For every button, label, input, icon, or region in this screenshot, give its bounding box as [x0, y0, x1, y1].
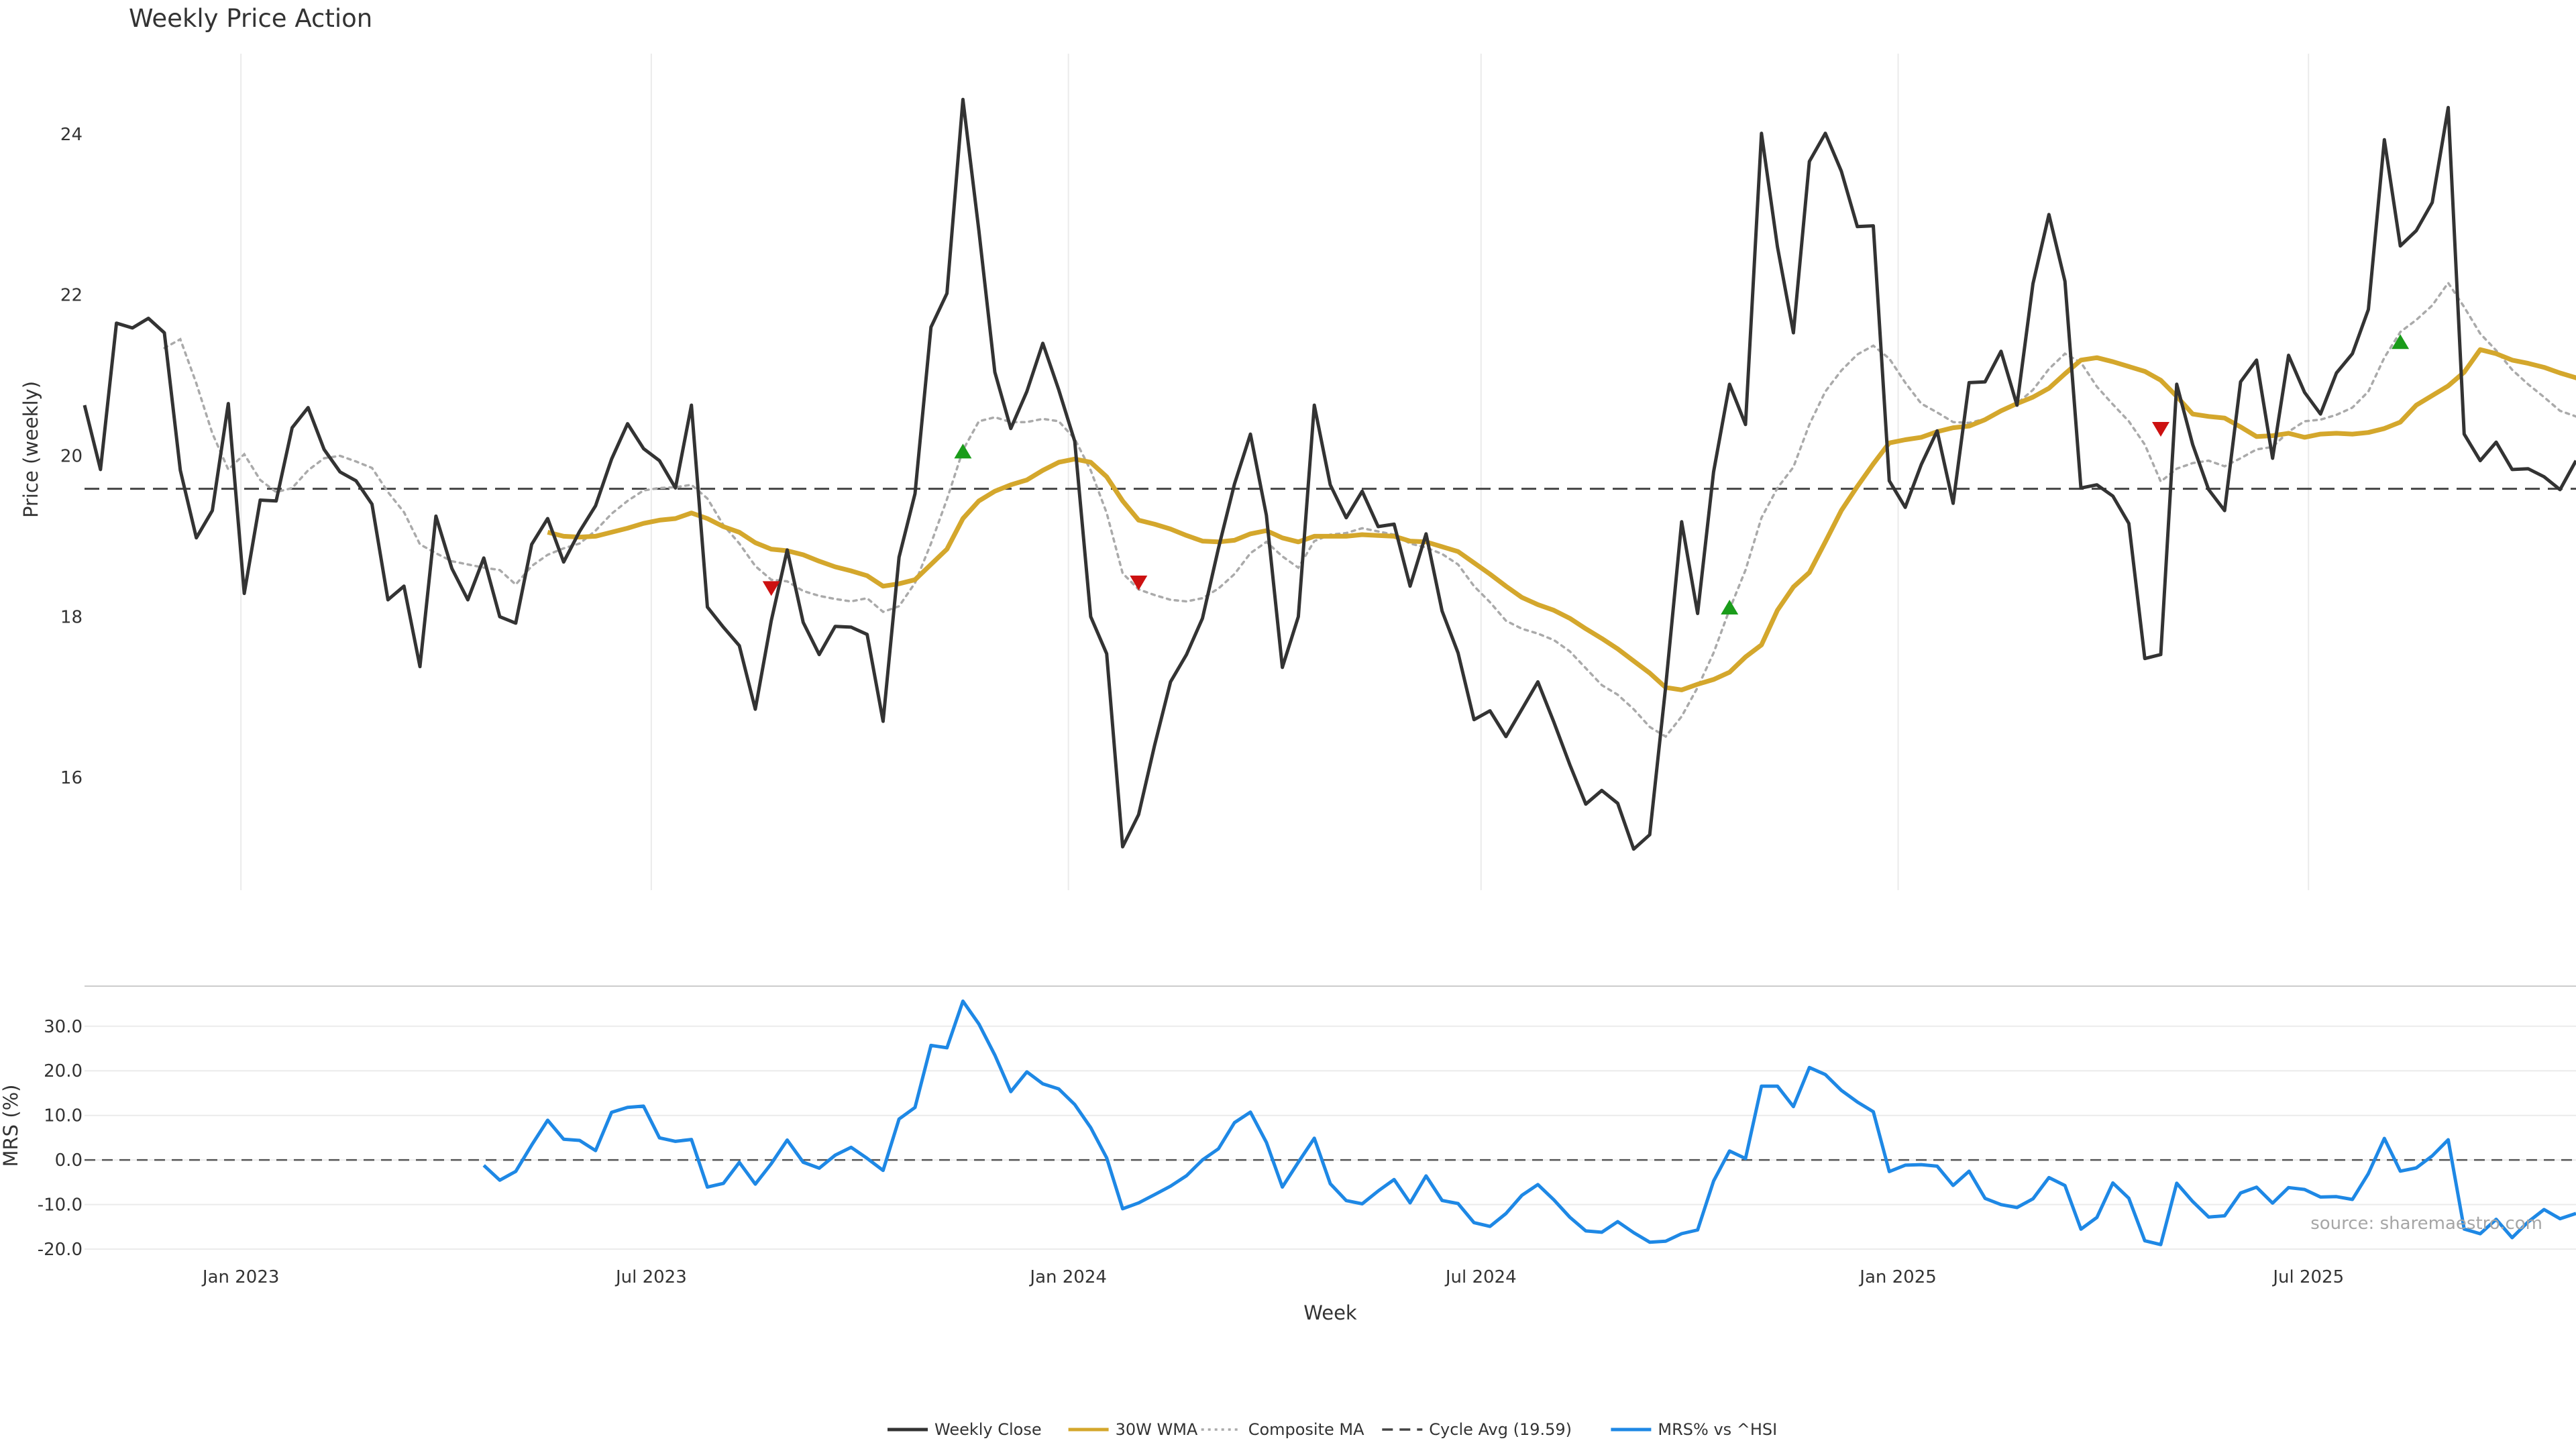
mrs-y-tick-label: 30.0 [44, 1017, 83, 1037]
x-tick-label: Jul 2023 [614, 1267, 687, 1287]
buy-signal-marker [1721, 599, 1739, 614]
x-tick-label: Jul 2024 [1444, 1267, 1517, 1287]
x-tick-label: Jan 2023 [201, 1267, 280, 1287]
sell-signal-marker [1130, 575, 1148, 590]
legend: Weekly Close 30W WMA Composite MA Cycle Avg… [888, 1420, 1777, 1439]
mrs-line [482, 999, 2576, 1246]
x-axis-label: Week [1303, 1301, 1357, 1324]
grid-group: Jan 2023 Jul 2023 Jan 2024 Jul 2024 Jan 2025… [201, 54, 2344, 1287]
legend-label: Weekly Close [934, 1420, 1042, 1439]
buy-signal-marker [954, 443, 972, 459]
mrs-y-tick-label: 10.0 [44, 1106, 83, 1126]
price-y-tick-label: 20 [60, 447, 83, 467]
x-tick-label: Jul 2025 [2271, 1267, 2344, 1287]
legend-item: Cycle Avg (19.59) [1382, 1420, 1572, 1439]
legend-label: 30W WMA [1116, 1420, 1198, 1439]
mrs-y-tick-label: -20.0 [38, 1240, 83, 1260]
source-watermark: source: sharemaestro.com [2310, 1214, 2542, 1234]
x-tick-label: Jan 2025 [1858, 1267, 1937, 1287]
weekly-close-line [83, 97, 2576, 851]
mrs-y-axis-label: MRS (%) [0, 1085, 22, 1167]
legend-label: Cycle Avg (19.59) [1429, 1420, 1572, 1439]
price-y-axis-label: Price (weekly) [19, 381, 42, 518]
legend-item: Composite MA [1201, 1420, 1364, 1439]
mrs-y-tick-label: 20.0 [44, 1061, 83, 1081]
price-y-tick-label: 22 [60, 286, 83, 306]
price-y-tick-label: 18 [60, 607, 83, 627]
chart-title: Weekly Price Action [129, 4, 372, 33]
legend-item: Weekly Close [888, 1420, 1042, 1439]
x-tick-label: Jan 2024 [1028, 1267, 1107, 1287]
price-y-tick-label: 24 [60, 125, 83, 145]
composite-ma-line [163, 280, 2576, 739]
mrs-y-tick-label: 0.0 [55, 1150, 83, 1171]
legend-label: Composite MA [1248, 1420, 1364, 1439]
legend-item: 30W WMA [1068, 1420, 1198, 1439]
wma-30w-line [547, 347, 2576, 692]
sell-signal-marker [762, 581, 780, 596]
sell-signal-marker [2152, 421, 2169, 437]
price-y-tick-label: 16 [60, 768, 83, 788]
mrs-y-tick-label: -10.0 [38, 1195, 83, 1216]
legend-label: MRS% vs ^HSI [1658, 1420, 1777, 1439]
buy-signal-marker [2392, 334, 2410, 350]
legend-item: MRS% vs ^HSI [1611, 1420, 1777, 1439]
